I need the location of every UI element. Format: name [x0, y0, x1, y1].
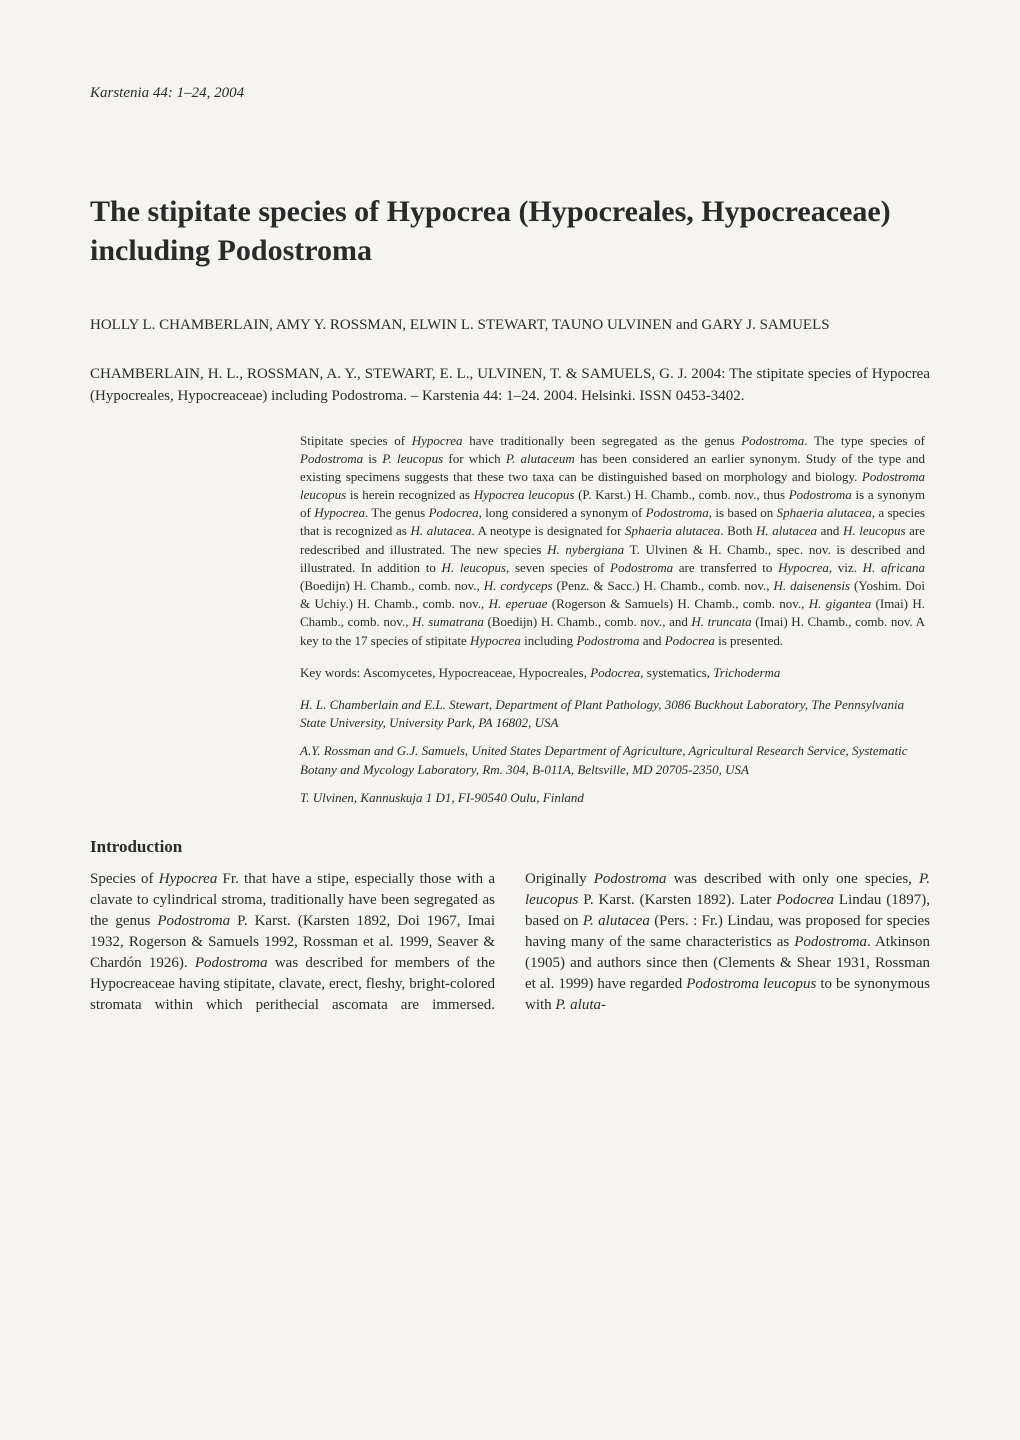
introduction-body: Species of Hypocrea Fr. that have a stip… — [90, 869, 930, 1016]
journal-reference: Karstenia 44: 1–24, 2004 — [90, 85, 930, 102]
keywords: Key words: Ascomycetes, Hypocreaceae, Hy… — [300, 664, 925, 682]
article-title: The stipitate species of Hypocrea (Hypoc… — [90, 192, 930, 270]
article-citation: CHAMBERLAIN, H. L., ROSSMAN, A. Y., STEW… — [90, 364, 930, 408]
affiliation-2: A.Y. Rossman and G.J. Samuels, United St… — [300, 742, 925, 778]
section-heading-introduction: Introduction — [90, 837, 930, 857]
abstract-text: Stipitate species of Hypocrea have tradi… — [300, 432, 925, 650]
affiliation-3: T. Ulvinen, Kannuskuja 1 D1, FI-90540 Ou… — [300, 789, 925, 807]
affiliation-1: H. L. Chamberlain and E.L. Stewart, Depa… — [300, 696, 925, 732]
abstract-block: Stipitate species of Hypocrea have tradi… — [300, 432, 925, 807]
author-list: HOLLY L. CHAMBERLAIN, AMY Y. ROSSMAN, EL… — [90, 315, 930, 336]
